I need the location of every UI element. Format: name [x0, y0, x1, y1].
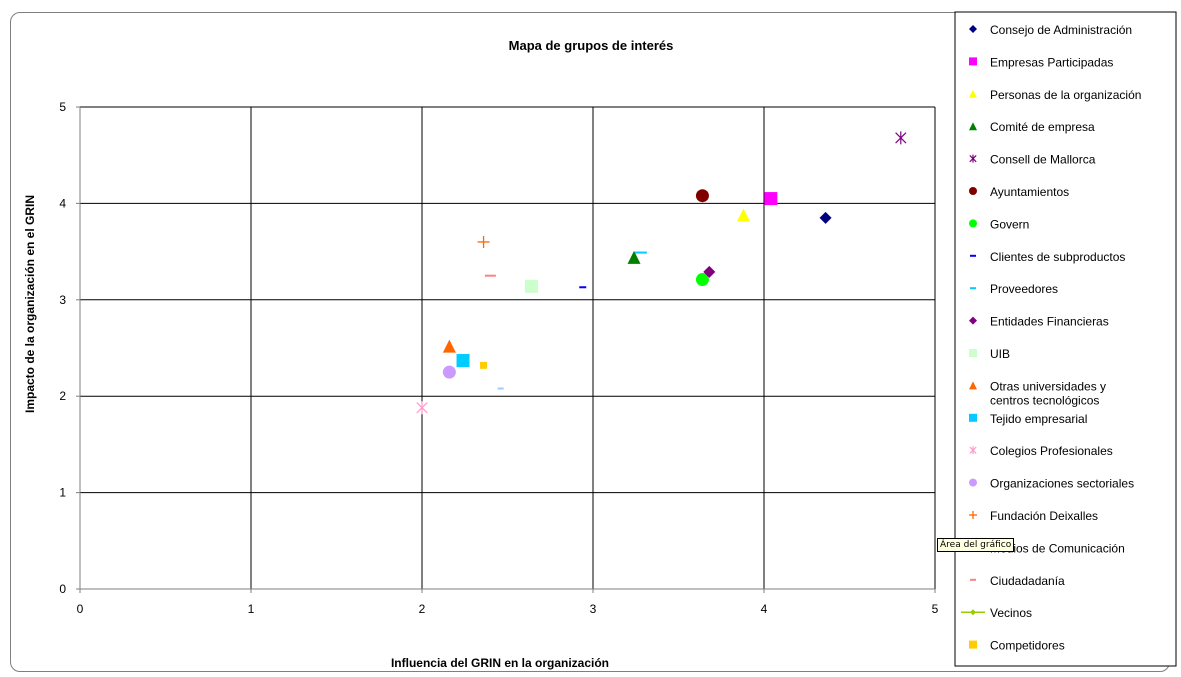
x-tick-label: 5 [932, 602, 939, 616]
legend-item[interactable]: Clientes de subproductos [970, 250, 1125, 264]
legend-marker [969, 640, 977, 649]
legend-item[interactable]: Ayuntamientos [969, 185, 1069, 199]
legend-label: Organizaciones sectoriales [990, 477, 1134, 491]
data-point[interactable] [703, 265, 716, 278]
data-point[interactable] [456, 354, 470, 368]
x-tick-label: 2 [419, 602, 426, 616]
y-tick-label: 5 [59, 100, 66, 114]
data-point[interactable] [819, 211, 832, 224]
y-tick-label: 3 [59, 293, 66, 307]
legend-item[interactable]: Ciudadadanía [970, 574, 1065, 588]
x-tick-label: 0 [77, 602, 84, 616]
legend-label: Medios de Comunicación [990, 541, 1125, 555]
legend-label: Consell de Mallorca [990, 153, 1096, 167]
legend-label: Clientes de subproductos [990, 250, 1125, 264]
legend-item[interactable]: Tejido empresarial [969, 412, 1087, 426]
legend-label: Personas de la organización [990, 88, 1141, 102]
legend-item[interactable]: Consell de Mallorca [969, 153, 1096, 167]
legend-label: Ciudadadanía [990, 574, 1065, 588]
legend-item[interactable]: Organizaciones sectoriales [969, 477, 1134, 491]
legend[interactable]: Consejo de Administración Empresas Partic… [954, 11, 1177, 667]
legend-marker [969, 446, 977, 455]
data-points [416, 131, 907, 415]
legend-label: Comité de empresa [990, 120, 1095, 134]
data-point[interactable] [695, 189, 709, 203]
legend-item[interactable]: Comité de empresa [969, 120, 1095, 134]
legend-marker [969, 122, 977, 131]
legend-item[interactable]: Vecinos [961, 606, 1032, 620]
top-toolbar-strip [0, 0, 1181, 12]
legend-marker [969, 316, 977, 325]
x-tick-label: 4 [761, 602, 768, 616]
data-point[interactable] [895, 131, 907, 145]
legend-label: centros tecnológicos [990, 393, 1099, 407]
legend-marker [969, 478, 977, 487]
x-tick-label: 3 [590, 602, 597, 616]
legend-marker [969, 219, 977, 228]
legend-label: Ayuntamientos [990, 185, 1069, 199]
chart-area-tooltip: Área del gráfico [937, 538, 1015, 552]
legend-item[interactable]: Fundación Deixalles [969, 509, 1098, 523]
legend-marker [969, 25, 977, 33]
legend-label: Empresas Participadas [990, 55, 1113, 69]
legend-label: Entidades Financieras [990, 315, 1109, 329]
legend-marker [969, 89, 977, 98]
data-point[interactable] [442, 365, 456, 379]
legend-marker [969, 57, 977, 66]
legend-box [954, 11, 1177, 667]
legend-item[interactable]: UIB [969, 347, 1010, 361]
y-axis-title: Impacto de la organización en el GRIN [23, 195, 37, 413]
legend-marker [969, 381, 977, 390]
x-tick-label: 1 [248, 602, 255, 616]
data-point[interactable] [524, 279, 538, 293]
legend-item[interactable]: Empresas Participadas [969, 55, 1113, 69]
legend-item[interactable]: Colegios Profesionales [969, 444, 1113, 458]
legend-label: Vecinos [990, 606, 1032, 620]
legend-item[interactable]: Consejo de Administración [969, 23, 1132, 37]
data-point[interactable] [695, 273, 709, 287]
data-point[interactable] [736, 208, 750, 222]
legend-item[interactable]: Competidores [969, 639, 1065, 653]
data-point[interactable] [627, 250, 641, 264]
y-tick-label: 0 [59, 582, 66, 596]
legend-marker [961, 609, 985, 616]
legend-label: Competidores [990, 639, 1065, 653]
legend-label: Govern [990, 217, 1029, 231]
data-point[interactable] [416, 401, 428, 415]
legend-label: Consejo de Administración [990, 23, 1132, 37]
legend-label: UIB [990, 347, 1010, 361]
legend-label: Fundación Deixalles [990, 509, 1098, 523]
legend-label: Otras universidades y [990, 379, 1106, 393]
chart-title: Mapa de grupos de interés [509, 38, 674, 53]
data-point[interactable] [442, 339, 456, 353]
legend-label: Proveedores [990, 282, 1058, 296]
legend-label: Tejido empresarial [990, 412, 1087, 426]
y-tick-label: 1 [59, 486, 66, 500]
gridlines [80, 106, 936, 589]
legend-item[interactable]: Personas de la organización [969, 88, 1141, 102]
y-tick-label: 4 [59, 196, 66, 210]
legend-marker [969, 187, 977, 195]
legend-item[interactable]: Proveedores [970, 282, 1058, 296]
legend-label: Colegios Profesionales [990, 444, 1113, 458]
legend-item[interactable]: Govern [969, 217, 1029, 231]
legend-item[interactable]: Entidades Financieras [969, 315, 1109, 329]
legend-marker [969, 413, 977, 422]
y-tick-label: 2 [59, 389, 66, 403]
legend-marker [969, 349, 977, 357]
legend-marker [969, 511, 977, 519]
data-point[interactable] [477, 235, 490, 248]
data-point[interactable] [764, 192, 778, 206]
data-point[interactable] [480, 361, 488, 369]
x-axis-title: Influencia del GRIN en la organización [391, 656, 609, 670]
legend-marker [969, 154, 977, 163]
